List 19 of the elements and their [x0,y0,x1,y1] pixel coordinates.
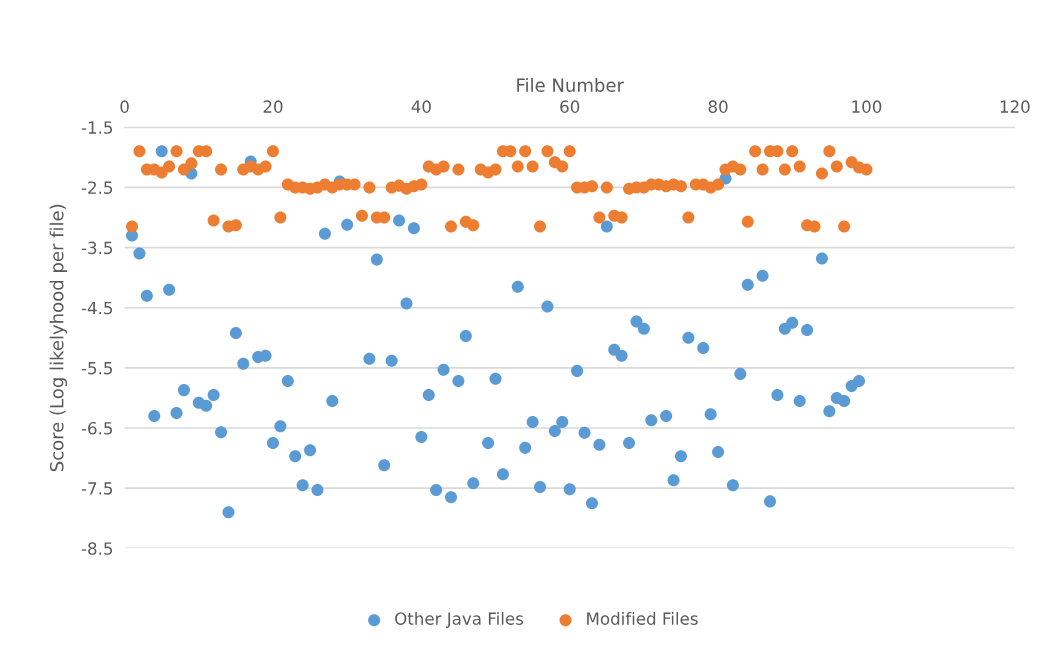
x-tick-label: 20 [263,100,283,113]
y-tick-label: -3.5 [81,241,113,255]
x-tick-label: 80 [708,100,728,113]
y-tick-label: -5.5 [81,362,113,375]
x-tick-label: 0 [120,100,129,113]
legend-label: Modified Files [587,611,698,625]
x-axis-title: File Number [517,78,624,92]
y-tick-label: -1.5 [81,121,113,134]
x-tick-label: 120 [1000,100,1030,113]
y-tick-label: -7.5 [81,482,113,495]
x-tick-label: 60 [560,100,580,113]
y-axis-title: Score (Log likelyhood per file) [49,204,68,472]
y-tick-label: -2.5 [81,181,113,195]
x-tick-label: 40 [411,100,431,113]
y-tick-label: -4.5 [81,301,113,315]
x-tick-label: 100 [852,100,882,113]
legend-label: Other Java Files [395,611,524,628]
y-tick-label: -6.5 [81,421,113,435]
y-tick-label: -8.5 [81,542,113,555]
